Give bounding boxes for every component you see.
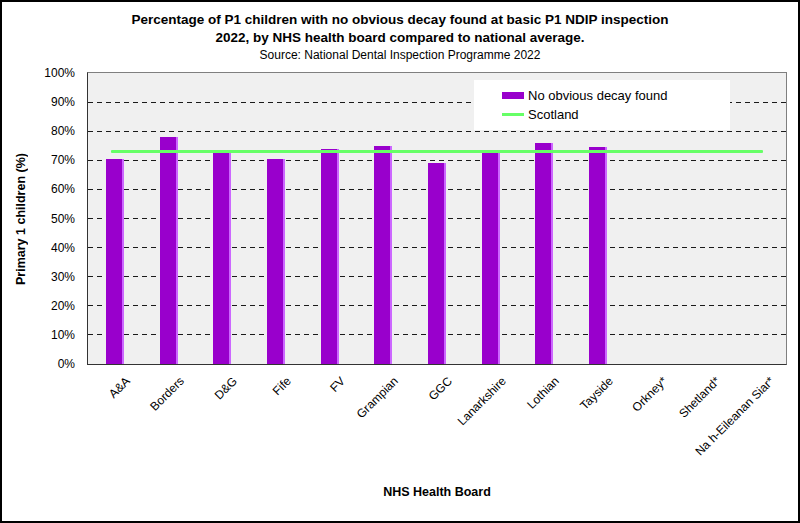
x-tick-label-tayside: Tayside — [577, 374, 616, 413]
legend-label-scotland: Scotland — [528, 107, 579, 122]
chart-title-block: Percentage of P1 children with no obviou… — [2, 11, 798, 63]
chart-title-line-1: Percentage of P1 children with no obviou… — [2, 11, 798, 29]
bar-lanarkshire — [482, 150, 500, 364]
bar-tayside — [589, 147, 607, 364]
y-tick-label-60: 60% — [5, 182, 75, 196]
bar-a-a — [106, 159, 124, 364]
x-tick-label-lothian: Lothian — [525, 374, 563, 412]
x-tick-label-fife: Fife — [270, 374, 294, 398]
x-tick-label-fv: FV — [327, 374, 348, 395]
line-swatch-icon — [502, 113, 524, 116]
legend-label-bars: No obvious decay found — [528, 88, 667, 103]
y-tick-label-30: 30% — [5, 270, 75, 284]
bar-fife — [267, 159, 285, 364]
y-axis-tick-labels: 0%10%20%30%40%50%60%70%80%90%100% — [2, 72, 81, 365]
bar-d-g — [213, 153, 231, 364]
chart-subtitle: Source: National Dental Inspection Progr… — [2, 48, 798, 63]
legend: No obvious decay found Scotland — [474, 80, 730, 130]
bar-fv — [321, 149, 339, 364]
chart-figure: Percentage of P1 children with no obviou… — [0, 0, 800, 523]
x-tick-label-ggc: GGC — [426, 374, 455, 403]
y-tick-label-0: 0% — [5, 357, 75, 371]
y-tick-label-10: 10% — [5, 328, 75, 342]
bar-borders — [160, 137, 178, 364]
y-tick-label-100: 100% — [5, 66, 75, 80]
x-tick-label-d-g: D&G — [212, 374, 240, 402]
bar-ggc — [428, 163, 446, 364]
bar-swatch-icon — [502, 92, 524, 99]
y-tick-label-90: 90% — [5, 95, 75, 109]
x-tick-label-grampian: Grampian — [354, 374, 401, 421]
y-tick-label-40: 40% — [5, 241, 75, 255]
x-axis-title: NHS Health Board — [87, 485, 787, 499]
x-axis-tick-labels: A&A Borders D&G Fife FV Grampian GGCLanarkshir… — [87, 368, 787, 478]
x-tick-label-shetland-: Shetland* — [677, 374, 724, 421]
y-tick-label-80: 80% — [5, 124, 75, 138]
legend-item-bars: No obvious decay found — [502, 86, 730, 105]
legend-item-scotland: Scotland — [502, 105, 730, 124]
y-tick-label-50: 50% — [5, 212, 75, 226]
y-tick-label-70: 70% — [5, 153, 75, 167]
bar-grampian — [374, 146, 392, 364]
x-tick-label-a-a: A&A — [106, 374, 133, 401]
gridline-70 — [88, 160, 786, 161]
y-tick-label-20: 20% — [5, 299, 75, 313]
x-tick-label-borders: Borders — [147, 374, 187, 414]
scotland-average-line — [111, 150, 763, 153]
x-tick-label-lanarkshire: Lanarkshire — [454, 374, 508, 428]
bar-lothian — [535, 143, 553, 364]
gridline-80 — [88, 131, 786, 132]
x-tick-label-orkney-: Orkney* — [629, 374, 670, 415]
plot-area: No obvious decay found Scotland — [87, 72, 787, 365]
chart-title-line-2: 2022, by NHS health board compared to na… — [2, 29, 798, 47]
